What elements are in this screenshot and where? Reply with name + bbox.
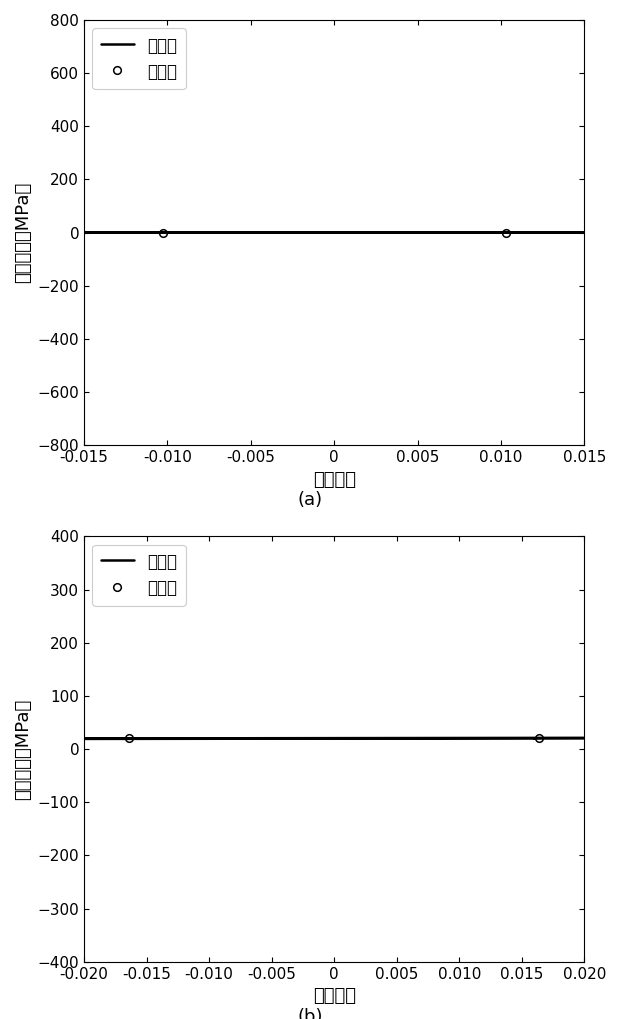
Legend: 计算値, 试验値: 计算値, 试验値: [92, 545, 186, 605]
Line: 试验値: 试验値: [0, 59, 620, 406]
Text: (b): (b): [297, 1008, 323, 1019]
X-axis label: 轴向应变: 轴向应变: [312, 471, 356, 489]
Y-axis label: 剪切应力（MPa）: 剪切应力（MPa）: [14, 698, 32, 800]
计算値: [531, 733, 538, 745]
试验値: [502, 226, 510, 238]
试验値: [536, 733, 543, 745]
计算値: [531, 733, 538, 745]
Y-axis label: 轴向应力（MPa）: 轴向应力（MPa）: [14, 182, 32, 283]
Line: 计算値: 计算値: [0, 67, 620, 397]
Legend: 计算値, 试验値: 计算値, 试验値: [92, 29, 186, 90]
Line: 计算値: 计算値: [0, 562, 620, 914]
Text: (a): (a): [298, 491, 322, 510]
计算値: [497, 226, 505, 238]
Line: 试验値: 试验値: [0, 554, 620, 922]
X-axis label: 剪切应变: 剪切应变: [312, 987, 356, 1005]
计算値: [497, 226, 505, 238]
